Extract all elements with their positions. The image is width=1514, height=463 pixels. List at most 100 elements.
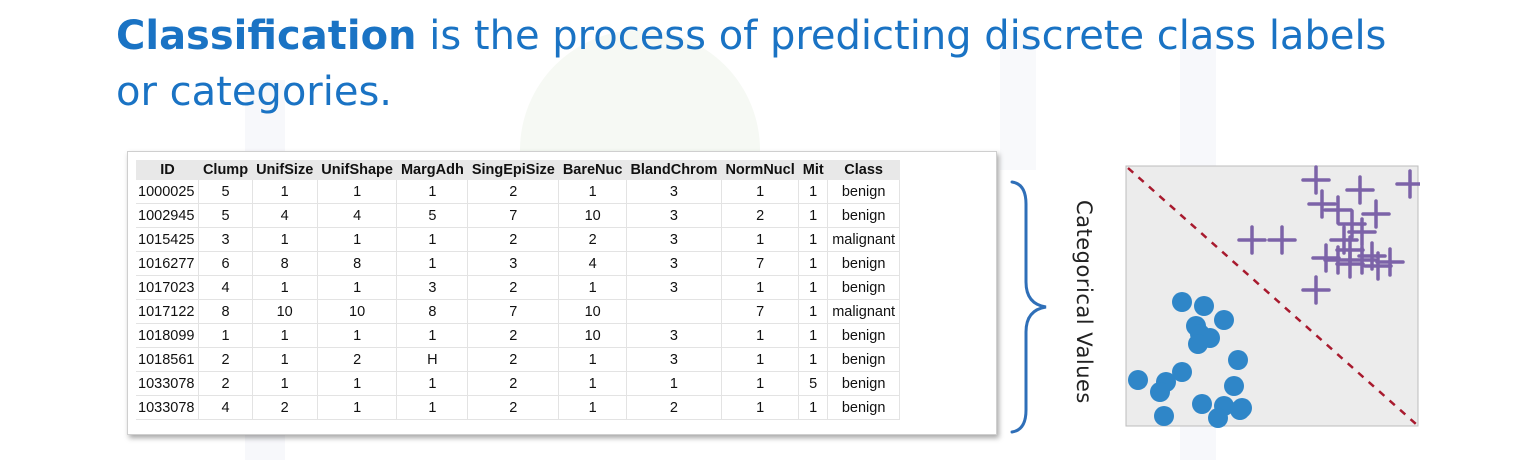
table-cell: 6 [198, 251, 253, 276]
column-header: Class [827, 160, 900, 180]
table-cell: 1 [252, 371, 318, 396]
table-cell: 1 [558, 395, 627, 420]
table-cell: 7 [467, 299, 560, 324]
table-cell: 3 [626, 251, 722, 276]
table-cell: 1 [721, 395, 800, 420]
column-header: Mit [798, 160, 828, 180]
table-row: 1002945 5 4 4 5 7 10 3 2 1 benign [136, 203, 901, 228]
table-cell: 4 [317, 203, 398, 228]
table-cell: 2 [198, 371, 253, 396]
table-cell: 1 [798, 275, 829, 300]
table-cell: 1015425 [136, 227, 200, 252]
table-cell: 1 [317, 275, 398, 300]
dataset-table: ID Clump UnifSize UnifShape MargAdh SingEpiSi… [136, 160, 901, 420]
table-cell: 2 [558, 227, 627, 252]
table-cell: 5 [198, 180, 253, 204]
table-cell: 1 [798, 180, 829, 204]
table-cell: 1017122 [136, 299, 200, 324]
table-cell: 8 [198, 299, 253, 324]
classification-scatter-plot [1125, 165, 1420, 428]
table-cell: 1 [626, 371, 722, 396]
table-row: 1016277 6 8 8 1 3 4 3 7 1 benign [136, 251, 901, 276]
circle-marker [1150, 382, 1170, 402]
table-cell: 1002945 [136, 203, 200, 228]
table-cell: 1000025 [136, 180, 200, 204]
table-row: 1018561 2 1 2 H 2 1 3 1 1 benign [136, 347, 901, 372]
table-cell [626, 299, 722, 324]
table-cell: 1 [798, 251, 829, 276]
table-cell: 3 [626, 227, 722, 252]
circle-marker [1228, 350, 1248, 370]
table-cell: 2 [467, 347, 560, 372]
table-cell: 10 [558, 323, 627, 348]
table-cell: 1 [396, 323, 469, 348]
table-cell: 1 [798, 227, 829, 252]
table-cell: 2 [467, 395, 560, 420]
table-cell: 1 [558, 180, 627, 204]
table-cell: 8 [396, 299, 469, 324]
table-cell: 10 [558, 203, 627, 228]
table-cell: benign [827, 275, 901, 300]
table-cell: 1 [252, 227, 318, 252]
table-row: 1018099 1 1 1 1 2 10 3 1 1 benign [136, 323, 901, 348]
categorical-values-label: Categorical Values [1072, 200, 1096, 404]
table-cell: 1 [558, 371, 627, 396]
table-cell: 1018099 [136, 323, 200, 348]
table-cell: 3 [626, 275, 722, 300]
table-cell: 2 [626, 395, 722, 420]
table-body: 1000025 5 1 1 1 2 1 3 1 1 benign 1002945 5 4 4 5 7 10 3 2 1 b… [136, 180, 901, 420]
table-cell: 1 [396, 371, 469, 396]
table-cell: 3 [626, 347, 722, 372]
dataset-table-image: ID Clump UnifSize UnifShape MargAdh SingEpiSi… [127, 151, 997, 435]
table-cell: 7 [721, 299, 800, 324]
column-header: BlandChrom [626, 160, 722, 180]
circle-marker [1172, 292, 1192, 312]
curly-brace-icon [1010, 180, 1047, 434]
table-cell: 1 [798, 347, 829, 372]
table-cell: 1 [396, 251, 469, 276]
circle-marker [1192, 394, 1212, 414]
table-cell: 2 [467, 227, 560, 252]
table-cell: 1 [198, 323, 253, 348]
table-cell: benign [827, 180, 901, 204]
table-cell: 1018561 [136, 347, 200, 372]
table-cell: 2 [721, 203, 800, 228]
title-rest: is the process of predicting discrete cl… [116, 13, 1387, 115]
circle-marker [1214, 310, 1234, 330]
table-cell: 1 [396, 227, 469, 252]
table-cell: 1 [721, 180, 800, 204]
table-row: 1000025 5 1 1 1 2 1 3 1 1 benign [136, 180, 901, 204]
table-cell: 7 [467, 203, 560, 228]
table-cell: 4 [198, 395, 253, 420]
circle-marker [1208, 408, 1228, 428]
plus-marker [1335, 249, 1365, 279]
table-cell: 1 [798, 323, 829, 348]
circle-marker [1172, 362, 1192, 382]
table-cell: 3 [626, 323, 722, 348]
table-cell: 2 [467, 180, 560, 204]
table-row: 1017122 8 10 10 8 7 10 7 1 malignant [136, 299, 901, 324]
table-cell: 4 [252, 203, 318, 228]
column-header: NormNucl [721, 160, 799, 180]
table-cell: 5 [396, 203, 469, 228]
table-cell: 1033078 [136, 395, 200, 420]
table-cell: 3 [626, 180, 722, 204]
table-cell: 1 [317, 180, 398, 204]
table-cell: 1017023 [136, 275, 200, 300]
table-cell: 8 [252, 251, 318, 276]
table-cell: 1 [798, 203, 829, 228]
column-header: BareNuc [558, 160, 627, 180]
table-cell: 1 [252, 275, 318, 300]
column-header: MargAdh [396, 160, 468, 180]
plus-marker [1237, 225, 1267, 255]
table-cell: 1 [798, 299, 829, 324]
table-cell: benign [827, 371, 901, 396]
table-cell: 1 [721, 275, 800, 300]
column-header: SingEpiSize [467, 160, 559, 180]
plus-marker [1361, 199, 1391, 229]
table-cell: 1033078 [136, 371, 200, 396]
plus-marker [1363, 251, 1393, 281]
table-cell: 1 [721, 227, 800, 252]
plus-marker [1345, 175, 1375, 205]
plus-marker [1375, 247, 1405, 277]
